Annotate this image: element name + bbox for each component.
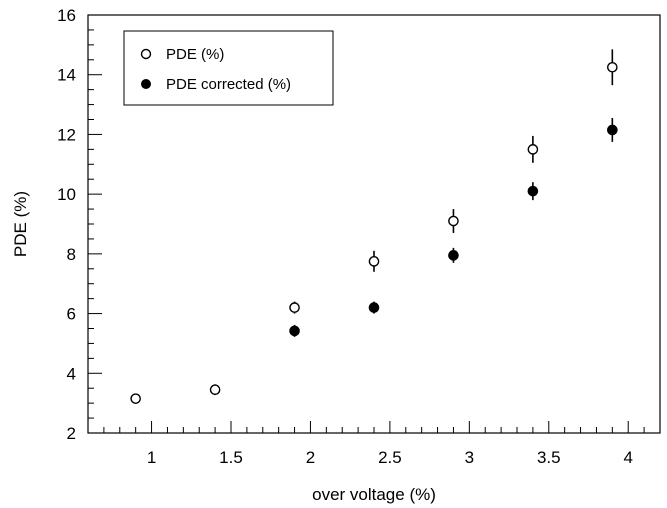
legend: PDE (%) PDE corrected (%) (123, 30, 334, 106)
y-tick-label: 16 (57, 6, 76, 25)
legend-marker-open-circle (140, 48, 152, 60)
y-tick-label: 6 (67, 305, 76, 324)
x-tick-label: 3.5 (537, 448, 561, 467)
x-tick-label: 1.5 (219, 448, 243, 467)
x-axis-title: over voltage (%) (312, 485, 436, 504)
data-point-pde (448, 215, 459, 227)
legend-box (123, 30, 334, 106)
x-tick-label: 4 (623, 448, 632, 467)
data-point-pde (368, 256, 380, 267)
y-axis: 2 4 6 8 10 12 14 16 (57, 6, 102, 443)
data-point-pde (130, 393, 141, 404)
y-tick-label: 12 (57, 125, 76, 144)
x-tick-label: 3 (465, 448, 474, 467)
y-tick-label: 2 (67, 424, 76, 443)
legend-marker-filled-circle (141, 79, 151, 89)
data-layer (130, 49, 618, 404)
x-axis: 1 1.5 2 2.5 3 3.5 4 (87, 421, 661, 467)
data-point-pde (289, 302, 300, 313)
data-point-pde-corrected (607, 124, 618, 136)
y-tick-label: 4 (67, 364, 76, 383)
data-point-pde-corrected (448, 250, 459, 261)
x-tick-label: 1 (147, 448, 156, 467)
data-point-pde-corrected (289, 325, 300, 337)
x-tick-label: 2 (306, 448, 315, 467)
y-axis-title: PDE (%) (11, 191, 30, 257)
y-tick-label: 14 (57, 66, 76, 85)
x-tick-label: 2.5 (378, 448, 402, 467)
legend-label-pde-corrected: PDE corrected (%) (166, 76, 291, 93)
data-point-pde (209, 384, 221, 396)
data-point-pde-corrected (368, 302, 380, 313)
data-point-pde (527, 144, 539, 155)
data-point-pde (607, 61, 618, 73)
data-point-pde-corrected (527, 185, 539, 197)
y-tick-label: 10 (57, 185, 76, 204)
y-tick-label: 8 (67, 245, 76, 264)
legend-label-pde: PDE (%) (166, 46, 224, 63)
